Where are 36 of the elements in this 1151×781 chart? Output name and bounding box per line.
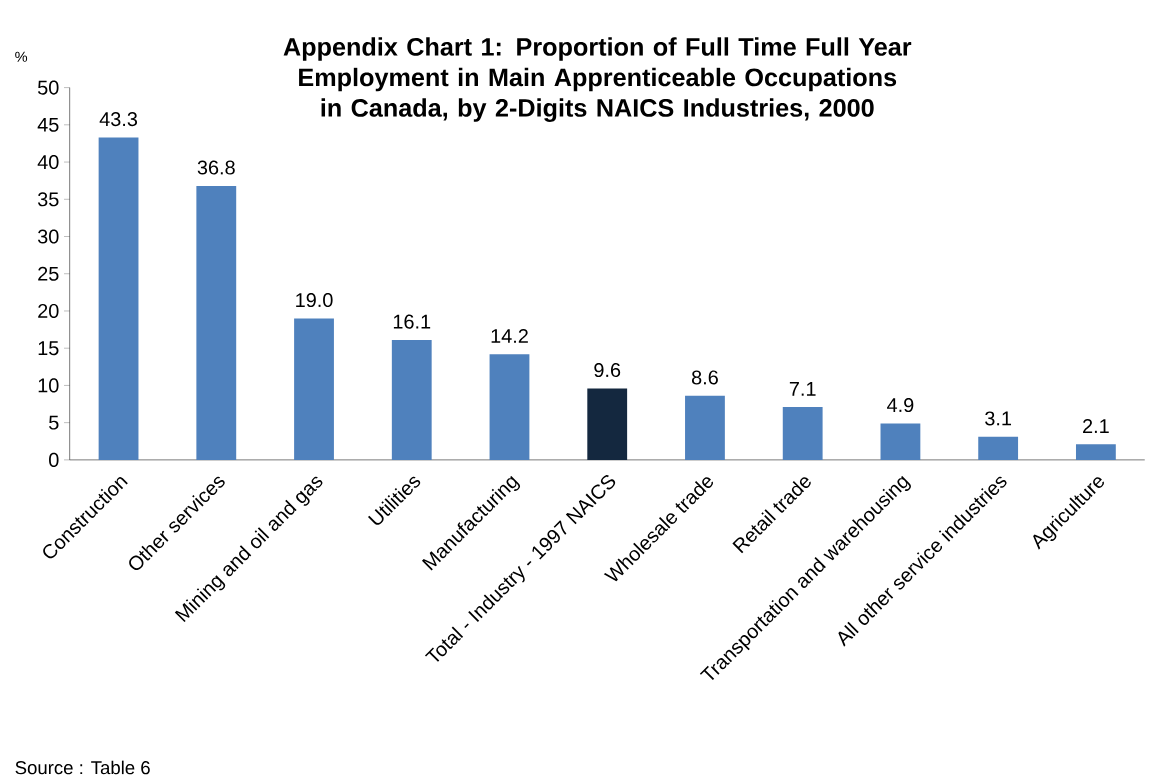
y-tick-label: 10 <box>38 378 59 393</box>
data-label: 7.1 <box>789 381 816 396</box>
bar <box>978 436 1019 460</box>
chart-title: Appendix Chart 1: Proportion of Full Time Full Year Employment in Main Apprenticeable Occupations in Canada, by 2-Digits NAICS Industries, 2000 <box>283 37 912 122</box>
bar <box>294 318 334 460</box>
y-tick-label: 20 <box>38 303 59 318</box>
y-tick-label: 0 <box>49 452 59 467</box>
data-label: 4.9 <box>887 397 914 412</box>
data-label: 14.2 <box>491 328 528 343</box>
bar <box>587 388 628 460</box>
data-label: 16.1 <box>393 314 431 329</box>
bar <box>685 395 725 460</box>
bar <box>98 137 139 460</box>
data-label: 8.6 <box>691 370 718 385</box>
bar <box>196 185 237 460</box>
data-label: 36.8 <box>197 160 235 175</box>
y-tick-label: 50 <box>37 80 59 95</box>
bar <box>1075 444 1116 460</box>
y-tick-label: 15 <box>38 341 59 355</box>
y-tick-label: 30 <box>37 229 59 244</box>
bar <box>489 353 530 460</box>
bar <box>880 423 921 460</box>
source-note: Source : Table 6 <box>15 760 150 775</box>
data-label: 9.6 <box>594 362 621 377</box>
data-label: 2.1 <box>1083 418 1109 433</box>
bar <box>782 406 823 460</box>
y-tick-label: 45 <box>37 117 59 132</box>
y-tick-label: 5 <box>49 415 59 430</box>
y-tick-label: 25 <box>38 266 59 281</box>
data-label: 43.3 <box>99 111 138 126</box>
data-label: 19.0 <box>296 292 333 307</box>
data-label: 3.1 <box>985 411 1012 426</box>
y-tick-label: 35 <box>37 192 59 207</box>
bar <box>391 339 432 460</box>
y-axis-title: % <box>15 51 28 62</box>
y-tick-label: 40 <box>37 154 59 169</box>
